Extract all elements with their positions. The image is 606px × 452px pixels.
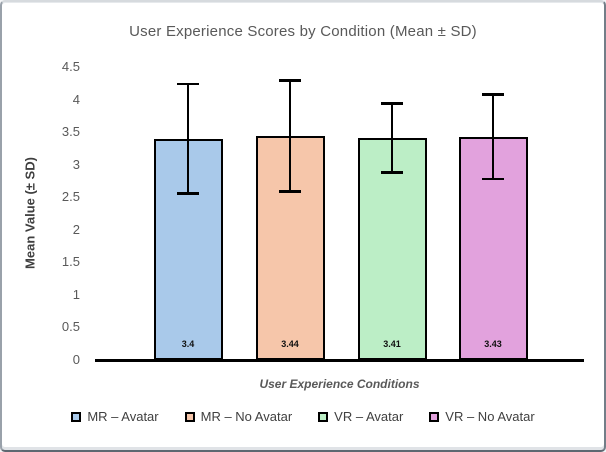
- error-bar-cap: [279, 79, 301, 82]
- y-tick-label: 3.5: [61, 124, 80, 140]
- error-bar: [288, 80, 292, 192]
- bar-value-label: 3.41: [383, 339, 401, 349]
- y-tick-label: 0.5: [61, 319, 80, 335]
- legend-swatch-icon: [429, 411, 440, 422]
- chart-title: User Experience Scores by Condition (Mea…: [129, 23, 477, 40]
- legend-label: MR – Avatar: [87, 409, 159, 424]
- y-tick-label: 2: [72, 221, 80, 237]
- error-bar-cap: [279, 190, 301, 193]
- bar-value-label: 3.43: [484, 339, 502, 349]
- legend-label: VR – Avatar: [334, 409, 404, 424]
- error-bar: [390, 103, 394, 173]
- y-tick-label: 3: [72, 156, 80, 172]
- legend-swatch-icon: [71, 411, 82, 422]
- legend-item-VR – Avatar: VR – Avatar: [318, 409, 403, 424]
- y-tick-label: 1: [72, 286, 80, 302]
- legend-label: VR – No Avatar: [445, 409, 535, 424]
- error-bar-cap: [177, 192, 199, 195]
- error-bar-cap: [482, 177, 504, 181]
- x-axis-title: User Experience Conditions: [259, 377, 420, 391]
- y-axis-title: Mean Value (± SD): [22, 157, 38, 269]
- bar-value-label: 3.44: [281, 339, 299, 349]
- x-axis-line: [95, 358, 584, 362]
- y-tick-label: 2.5: [61, 189, 80, 205]
- error-bar-cap: [381, 102, 403, 105]
- error-bar: [491, 94, 495, 179]
- bar-value-label: 3.4: [181, 339, 195, 349]
- error-bar-cap: [177, 82, 199, 86]
- legend-item-VR – No Avatar: VR – No Avatar: [429, 409, 535, 424]
- y-tick-label: 1.5: [61, 254, 80, 270]
- error-bar: [186, 83, 190, 194]
- y-tick-label: 4: [72, 91, 80, 107]
- legend-item-MR – No Avatar: MR – No Avatar: [184, 409, 293, 424]
- error-bar-cap: [381, 171, 403, 174]
- legend-swatch-icon: [318, 411, 329, 422]
- error-bar-cap: [482, 93, 504, 96]
- y-tick-label: 4.5: [61, 59, 80, 74]
- legend-item-MR – Avatar: MR – Avatar: [71, 409, 159, 424]
- y-tick-label: 0: [72, 352, 80, 367]
- legend-swatch-icon: [184, 411, 195, 422]
- legend-label: MR – No Avatar: [200, 409, 293, 424]
- legend: MR – Avatar MR – No Avatar VR – Avatar VR –…: [2, 409, 604, 424]
